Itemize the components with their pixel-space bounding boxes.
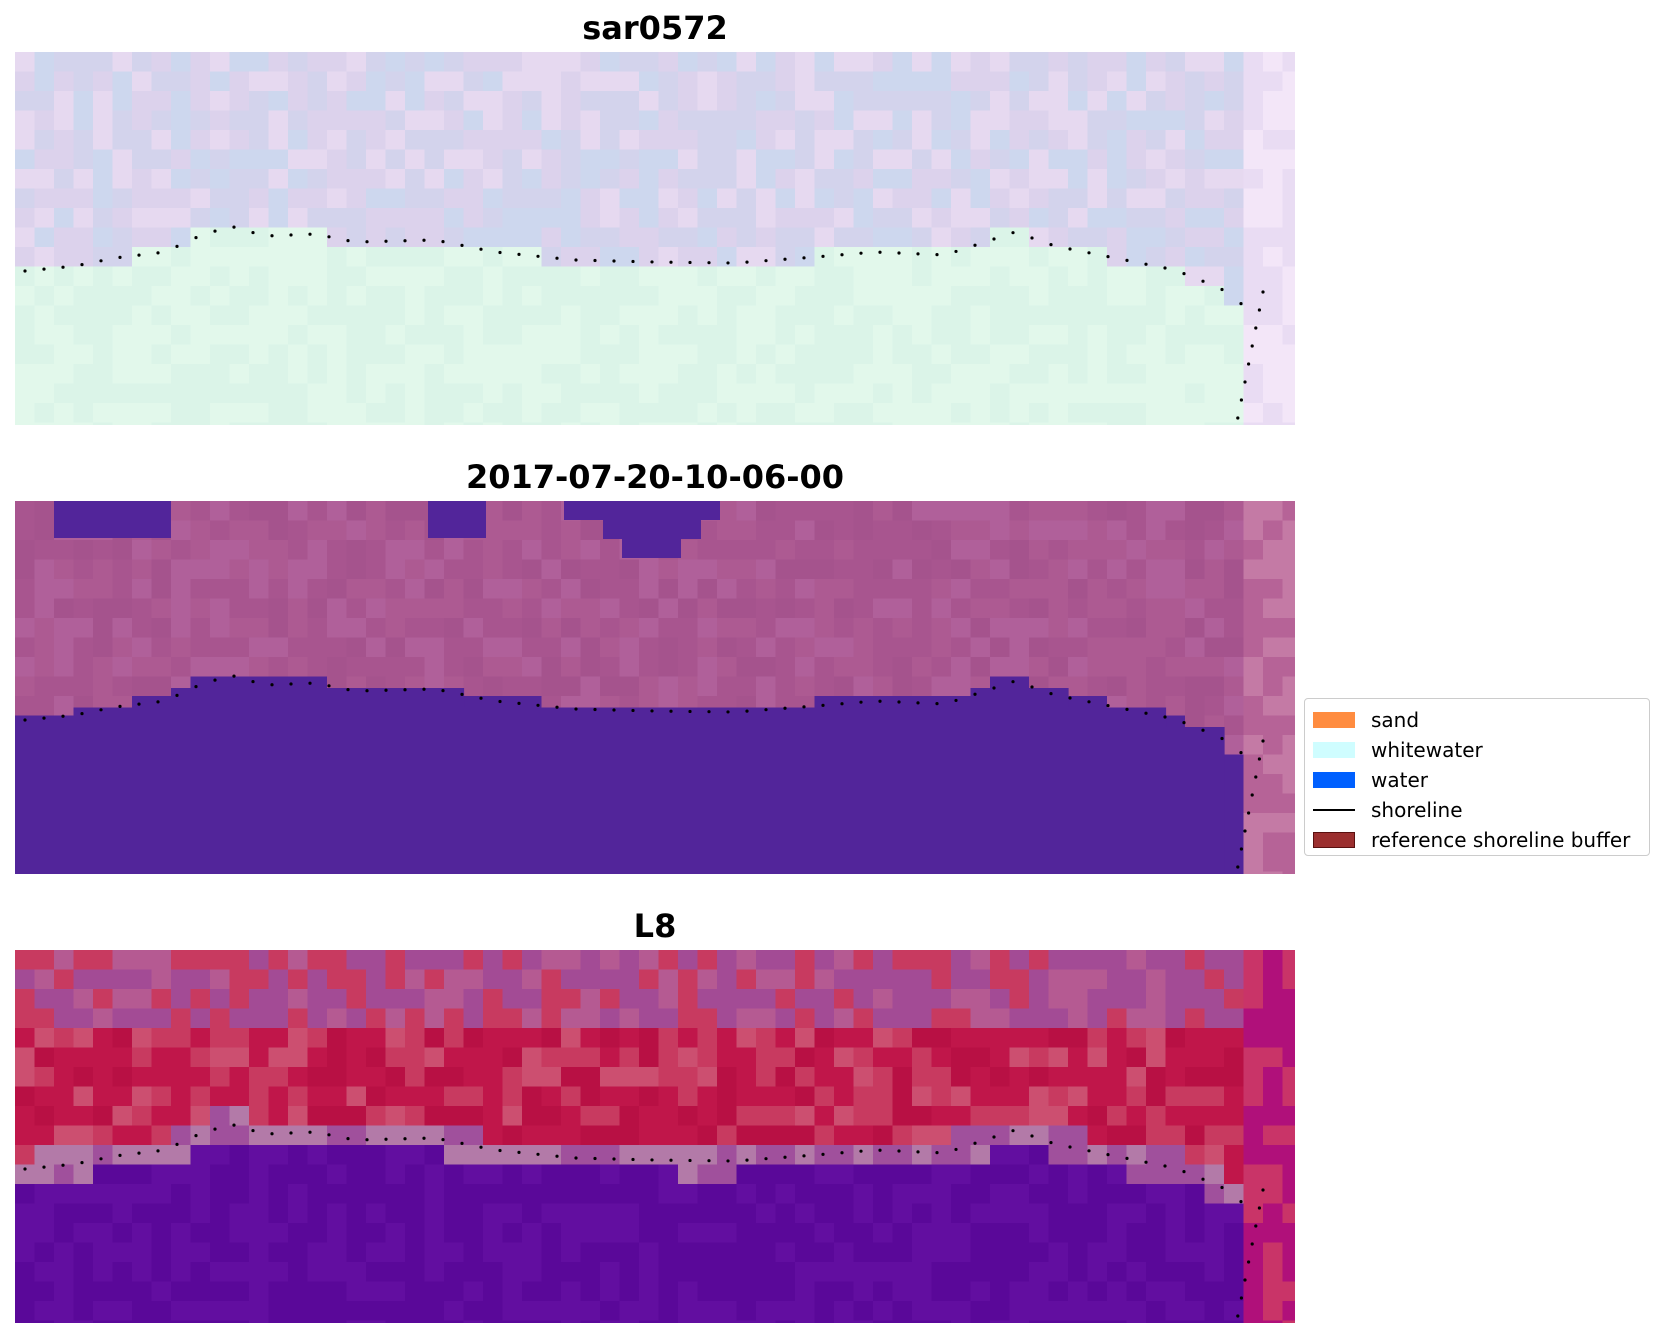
legend-label-sand: sand [1371, 708, 1420, 732]
shoreline-points [23, 674, 1265, 869]
shoreline-points [23, 1123, 1265, 1318]
panel-title-3: L8 [633, 907, 677, 945]
index-image-panel [15, 950, 1295, 1323]
legend-label-whitewater: whitewater [1371, 738, 1483, 762]
legend-item-reference-buffer: reference shoreline buffer [1313, 825, 1641, 855]
legend-label-shoreline: shoreline [1371, 798, 1463, 822]
shoreline-points [23, 225, 1265, 420]
classified-image [15, 501, 1295, 874]
l8-image [15, 950, 1295, 1323]
legend: sand whitewater water shoreline referenc… [1304, 698, 1650, 856]
legend-item-shoreline: shoreline [1313, 795, 1641, 825]
panel-title-1: sar0572 [582, 9, 728, 47]
legend-item-whitewater: whitewater [1313, 735, 1641, 765]
classified-image-panel [15, 501, 1295, 874]
water-swatch [1313, 772, 1355, 788]
water-mask [15, 688, 1225, 874]
shoreline-line-sample [1313, 809, 1355, 811]
sar-image [15, 52, 1295, 425]
cloud-mask-3 [564, 501, 720, 520]
legend-label-water: water [1371, 768, 1428, 792]
reference-buffer-swatch [1313, 832, 1355, 848]
cloud-mask-4 [603, 520, 701, 539]
whitewater-swatch [1313, 742, 1355, 758]
satellite-image-panel [15, 52, 1295, 425]
pixel-grid [15, 950, 1295, 1323]
panel-title-2: 2017-07-20-10-06-00 [465, 458, 845, 496]
legend-label-reference-buffer: reference shoreline buffer [1371, 828, 1631, 852]
sand-swatch [1313, 712, 1355, 728]
legend-item-sand: sand [1313, 705, 1641, 735]
cloud-mask-1 [54, 501, 171, 538]
legend-item-water: water [1313, 765, 1641, 795]
cloud-mask-2 [428, 501, 486, 538]
cloud-mask-5 [622, 539, 681, 558]
pixel-grid [15, 52, 1295, 425]
